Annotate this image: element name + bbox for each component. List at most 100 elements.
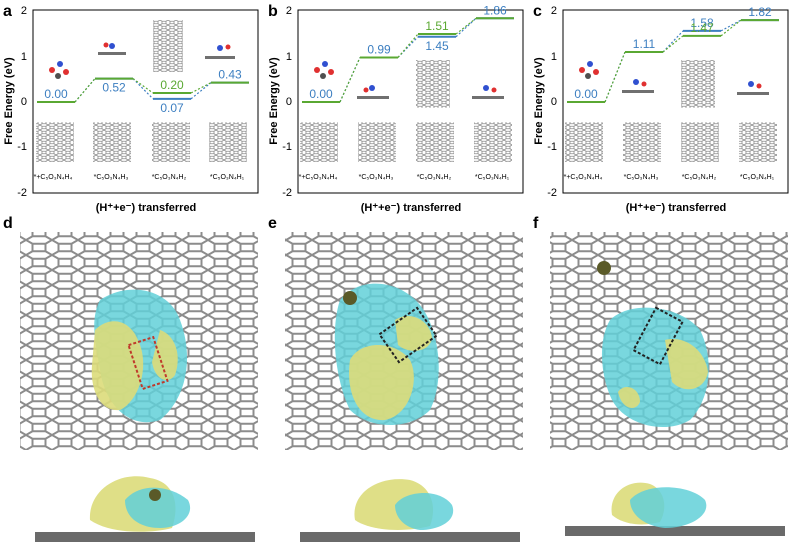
connector-line (132, 78, 154, 94)
graphene-side-layer (300, 532, 520, 542)
graphene-thumbnail (739, 122, 777, 162)
connector-line (455, 17, 477, 38)
charge-density-top-view-d (20, 232, 258, 450)
y-axis-title-a: Free Energy (eV) (3, 57, 15, 145)
energy-value-label: 0.00 (44, 87, 68, 101)
atom (343, 291, 357, 305)
graphene-thumbnail (152, 122, 190, 162)
plot-frame-a (32, 9, 259, 194)
highlight-box (632, 306, 684, 366)
energy-value-label: 1.86 (483, 3, 507, 17)
adsorbed-molecule (205, 44, 235, 59)
category-labels-a: *+C₅O₃N₄H₄ *C₅O₃N₄H₃ *C₅O₃N₄H₂ *C₅O₃N₄H₁ (34, 174, 245, 181)
y-axis-title-b: Free Energy (eV) (268, 57, 280, 145)
adsorbed-molecule (472, 85, 504, 99)
adsorbed-molecule (737, 81, 769, 95)
graphene-thumbnail (681, 122, 719, 162)
ytick-label: 2 (21, 5, 27, 17)
ytick-label: 1 (21, 51, 27, 63)
connector-line (132, 78, 154, 100)
charge-density-side-view-e (300, 479, 520, 542)
category-label: *C₅O₃N₄H₃ (359, 174, 394, 181)
energy-value-label: 0.52 (102, 81, 126, 95)
charge-density-yellow (91, 321, 144, 411)
x-axis-title-c: (H⁺+e⁻) transferred (626, 202, 727, 214)
energy-value-label: 0.00 (309, 87, 333, 101)
category-label: *C₅O₃N₄H₂ (682, 174, 717, 181)
category-label: *C₅O₃N₄H₁ (475, 174, 510, 181)
graphene-thumbnail (416, 60, 450, 108)
category-label: *C₅O₃N₄H₃ (624, 174, 659, 181)
ytick-label: 0 (21, 96, 27, 108)
ytick-label: -2 (547, 187, 557, 199)
atom (149, 489, 161, 501)
plot-frame-b (297, 9, 524, 194)
connector-line (662, 30, 684, 53)
ytick-label: -1 (547, 141, 557, 153)
x-axis-title-a: (H⁺+e⁻) transferred (96, 202, 197, 214)
connector-line (720, 19, 742, 37)
graphene-thumbnail (209, 122, 247, 162)
charge-density-side-view-d (35, 476, 255, 542)
graphene-thumbnail (300, 122, 338, 162)
energy-chart-b: 2 1 0 -1 -2 Free Energy (eV) (H⁺+e⁻) tra… (268, 3, 524, 214)
energy-value-label: 0.99 (367, 42, 391, 56)
ytick-label: 2 (551, 5, 557, 17)
energy-value-label: 1.51 (425, 19, 449, 33)
series-lines-b: 0.00 0.99 1.45 1.86 1.51 (302, 3, 514, 103)
charge-density-yellow (665, 339, 708, 390)
connector-line (397, 33, 419, 58)
charge-density-cyan (125, 487, 191, 528)
adsorbed-molecule (622, 79, 654, 93)
axis-ticks-b: 2 1 0 -1 -2 (282, 5, 292, 199)
category-label: *C₅O₃N₄H₂ (152, 174, 187, 181)
category-label: *+C₅O₃N₄H₄ (34, 174, 73, 181)
category-label: *C₅O₃N₄H₁ (210, 174, 245, 181)
axis-ticks-a: 2 1 0 -1 -2 (17, 5, 27, 199)
graphene-side-layer (565, 526, 785, 536)
connector-line (720, 19, 742, 32)
graphene-thumbnail (153, 20, 183, 72)
axis-ticks-c: 2 1 0 -1 -2 (547, 5, 557, 199)
atom (597, 261, 611, 275)
series-lines-a: 0.00 0.52 0.07 0.43 0.20 (37, 68, 249, 115)
category-label: *+C₅O₃N₄H₄ (299, 174, 338, 181)
panel-label-b: b (268, 3, 278, 20)
series-lines-c: 0.00 1.11 1.58 1.82 1.47 (567, 5, 779, 103)
charge-density-yellow (618, 387, 640, 408)
energy-value-label: 0.00 (574, 87, 598, 101)
charge-density-yellow (152, 330, 178, 381)
ytick-label: 0 (286, 96, 292, 108)
charge-density-top-view-e (285, 232, 523, 450)
category-label: *C₅O₃N₄H₁ (740, 174, 775, 181)
category-label: *C₅O₃N₄H₂ (417, 174, 452, 181)
panel-label-c: c (533, 3, 542, 20)
graphene-thumbnail (565, 122, 603, 162)
category-labels-c: *+C₅O₃N₄H₄ *C₅O₃N₄H₃ *C₅O₃N₄H₂ *C₅O₃N₄H₁ (564, 174, 775, 181)
panel-label-d: d (3, 215, 13, 232)
adsorbed-molecule (357, 85, 389, 99)
graphene-thumbnail (474, 122, 512, 162)
graphene-thumbnail (93, 122, 131, 162)
category-labels-b: *+C₅O₃N₄H₄ *C₅O₃N₄H₃ *C₅O₃N₄H₂ *C₅O₃N₄H₁ (299, 174, 510, 181)
energy-value-label: 0.43 (218, 68, 242, 82)
charge-density-yellow (349, 345, 414, 421)
panel-label-a: a (3, 3, 12, 20)
charge-density-cyan (630, 487, 707, 528)
highlight-box (127, 335, 169, 391)
energy-value-label: 1.58 (690, 16, 714, 30)
y-axis-title-c: Free Energy (eV) (533, 57, 545, 145)
ytick-label: -1 (17, 141, 27, 153)
energy-value-label: 1.11 (633, 37, 656, 51)
molecule-structure (49, 61, 69, 79)
graphene-thumbnail (681, 60, 715, 108)
panel-label-e: e (268, 215, 277, 232)
energy-value-label: 1.82 (748, 5, 772, 19)
energy-value-label: 0.07 (160, 101, 184, 115)
connector-line (190, 82, 212, 100)
graphene-thumbnail (416, 122, 454, 162)
x-axis-title-b: (H⁺+e⁻) transferred (361, 202, 462, 214)
ytick-label: -1 (282, 141, 292, 153)
graphene-thumbnail (358, 122, 396, 162)
